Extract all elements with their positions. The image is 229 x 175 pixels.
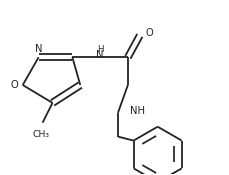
Text: NH: NH [129, 106, 144, 116]
Text: H: H [96, 45, 103, 54]
Text: O: O [11, 80, 19, 90]
Text: O: O [145, 28, 153, 38]
Text: N: N [96, 50, 104, 60]
Text: N: N [35, 44, 42, 54]
Text: CH₃: CH₃ [32, 130, 49, 139]
